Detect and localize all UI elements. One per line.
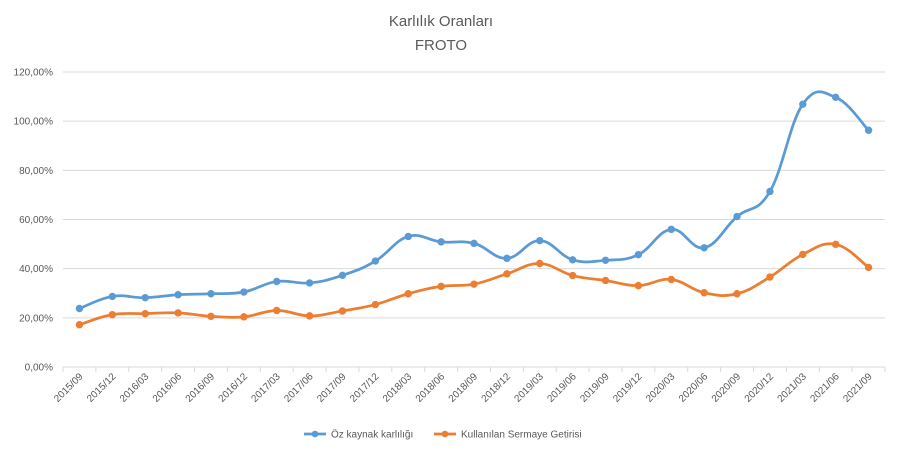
x-tick-label: 2021/09 [841, 371, 875, 405]
x-tick-label: 2020/06 [677, 371, 711, 405]
data-point [470, 239, 478, 248]
y-tick-label: 60,00% [19, 215, 53, 226]
data-point [75, 321, 84, 329]
y-tick-label: 80,00% [19, 166, 53, 177]
data-point [75, 304, 84, 313]
gridlines [63, 71, 885, 368]
data-point [503, 254, 511, 263]
data-point [799, 250, 807, 259]
data-point [141, 309, 149, 318]
x-tick-label: 2016/12 [217, 371, 251, 405]
data-point [536, 259, 544, 268]
x-tick-label: 2021/06 [808, 371, 842, 405]
data-point [601, 276, 610, 285]
x-tick-label: 2015/12 [85, 371, 119, 405]
data-point [700, 244, 708, 252]
x-tick-label: 2018/03 [381, 371, 415, 405]
y-tick-label: 20,00% [19, 313, 53, 324]
chart-title: Karlılık Oranları [389, 13, 493, 30]
data-point [437, 282, 445, 291]
data-point [338, 271, 347, 280]
data-point [700, 289, 708, 297]
data-point [634, 250, 643, 259]
data-point [568, 271, 577, 280]
data-point [667, 225, 675, 234]
data-point [174, 291, 182, 299]
x-tick-label: 2018/09 [447, 371, 481, 405]
data-point [207, 290, 215, 298]
data-point [667, 275, 675, 284]
data-point [174, 309, 182, 317]
x-tick-label: 2020/09 [710, 371, 744, 405]
x-tick-label: 2017/06 [282, 371, 316, 405]
data-point [240, 313, 248, 321]
data-point [273, 277, 281, 286]
data-point [404, 290, 412, 298]
data-point [766, 273, 774, 281]
x-axis-ticks: 2015/09 2015/12 2016/03 2016/06 2016/09 2016/… [52, 367, 886, 405]
data-point [108, 292, 117, 301]
x-tick-label: 2015/09 [52, 371, 86, 405]
data-point [338, 307, 347, 315]
series-line-1 [78, 90, 870, 310]
y-tick-label: 100,00% [14, 117, 54, 128]
data-point [404, 232, 412, 241]
series-group [75, 90, 873, 329]
x-tick-label: 2017/09 [315, 371, 349, 405]
x-tick-label: 2019/09 [578, 371, 612, 405]
legend-label-2: Kullanılan Sermaye Getirisi [461, 430, 582, 441]
x-tick-label: 2017/12 [348, 371, 382, 405]
x-tick-label: 2020/03 [644, 371, 678, 405]
data-point [207, 312, 215, 321]
data-point [305, 279, 314, 287]
data-point [733, 290, 741, 298]
x-tick-label: 2018/06 [414, 371, 448, 405]
data-point [634, 281, 643, 290]
data-point [864, 126, 873, 134]
data-point [831, 93, 840, 102]
data-point [371, 300, 380, 309]
chart-subtitle: FROTO [415, 37, 467, 54]
data-point [733, 212, 741, 221]
x-tick-label: 2020/12 [743, 371, 777, 405]
data-point [141, 293, 149, 302]
x-tick-label: 2016/03 [118, 371, 152, 405]
x-tick-label: 2019/06 [545, 371, 579, 405]
data-point [503, 270, 511, 278]
y-axis-ticks: 0,00% 20,00% 40,00% 60,00% 80,00% 100,00% 120,… [14, 68, 54, 374]
data-point [305, 312, 314, 320]
legend: Öz kaynak karlılığı Kullanılan Sermaye Ge… [304, 429, 582, 441]
y-tick-label: 120,00% [14, 68, 54, 79]
legend-label-1: Öz kaynak karlılığı [331, 429, 413, 441]
data-point [437, 238, 445, 246]
data-point [536, 236, 544, 245]
data-point [766, 187, 774, 196]
x-tick-label: 2019/12 [611, 371, 645, 405]
data-point [371, 257, 380, 265]
x-tick-label: 2016/06 [151, 371, 185, 405]
data-point [568, 256, 577, 264]
x-tick-label: 2016/09 [184, 371, 218, 405]
data-point [799, 100, 807, 108]
x-tick-label: 2018/12 [480, 371, 514, 405]
legend-marker-1 [311, 430, 319, 438]
data-point [831, 240, 840, 249]
data-point [108, 310, 117, 319]
data-point [864, 263, 873, 272]
x-tick-label: 2021/03 [776, 371, 810, 405]
x-tick-label: 2017/03 [249, 371, 283, 405]
y-tick-label: 0,00% [25, 363, 53, 374]
y-tick-label: 40,00% [19, 264, 53, 275]
legend-marker-2 [441, 430, 449, 438]
data-point [470, 280, 478, 288]
data-point [601, 256, 610, 265]
x-tick-label: 2019/03 [513, 371, 547, 405]
data-point [273, 306, 281, 315]
data-point [240, 288, 248, 296]
